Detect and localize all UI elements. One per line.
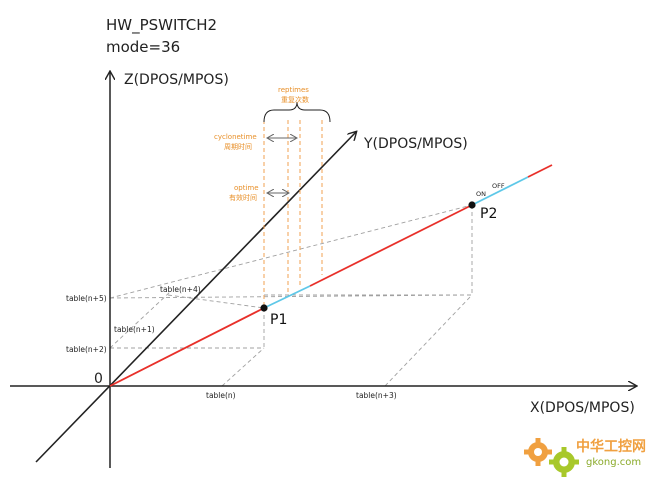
optime-label: optime	[234, 184, 259, 192]
table-n-label: table(n)	[206, 391, 236, 400]
y-axis	[35, 132, 356, 463]
trajectory-red-2	[309, 204, 473, 287]
trajectory-red-3	[527, 164, 553, 178]
proj-p2-horizontal	[109, 294, 473, 299]
x-axis-label: X(DPOS/MPOS)	[530, 400, 635, 416]
optime-cn-label: 有效时间	[229, 193, 257, 202]
reptimes-cn-label: 重复次数	[281, 95, 309, 104]
watermark-cn: 中华工控网	[576, 438, 646, 455]
watermark-url: gkong.com	[586, 457, 641, 468]
point-p1-dot	[260, 304, 268, 312]
cyclonetime-cn-label: 周期时间	[224, 142, 252, 151]
point-p1-label: P1	[270, 312, 287, 328]
gear-orange-icon	[524, 438, 552, 466]
z-axis-label: Z(DPOS/MPOS)	[124, 72, 229, 88]
table-n5-label: table(n+5)	[66, 294, 107, 303]
orange-guides	[263, 120, 323, 305]
title-line1: HW_PSWITCH2	[106, 16, 218, 34]
point-p2-dot	[468, 201, 476, 209]
point-p2-label: P2	[480, 206, 497, 222]
proj-p2-to-top	[109, 204, 473, 299]
watermark-logo: 中华工控网 gkong.com	[524, 438, 646, 477]
gear-green-icon	[549, 447, 579, 477]
table-n4-label: table(n+4)	[160, 285, 201, 294]
proj-table-n-diag	[221, 347, 265, 387]
off-marker-label: OFF	[492, 182, 505, 190]
proj-p1-to-y	[167, 294, 265, 309]
on-marker-label: ON	[476, 190, 486, 198]
reptimes-brace	[263, 101, 331, 123]
reptimes-label: reptimes	[278, 86, 309, 94]
table-n1-label: table(n+1)	[114, 325, 155, 334]
cyclonetime-label: cyclonetime	[214, 133, 257, 141]
trajectory-red-1	[109, 307, 265, 387]
table-n3-label: table(n+3)	[356, 391, 397, 400]
trajectory-cyan-2	[471, 176, 529, 206]
trajectory-cyan-1	[263, 285, 311, 309]
title-line2: mode=36	[106, 38, 181, 56]
table-n2-label: table(n+2)	[66, 345, 107, 354]
y-axis-label: Y(DPOS/MPOS)	[363, 136, 468, 152]
origin-label: 0	[94, 371, 103, 387]
proj-table-n3-diag	[384, 294, 473, 387]
proj-table-n1-diag	[109, 291, 171, 349]
